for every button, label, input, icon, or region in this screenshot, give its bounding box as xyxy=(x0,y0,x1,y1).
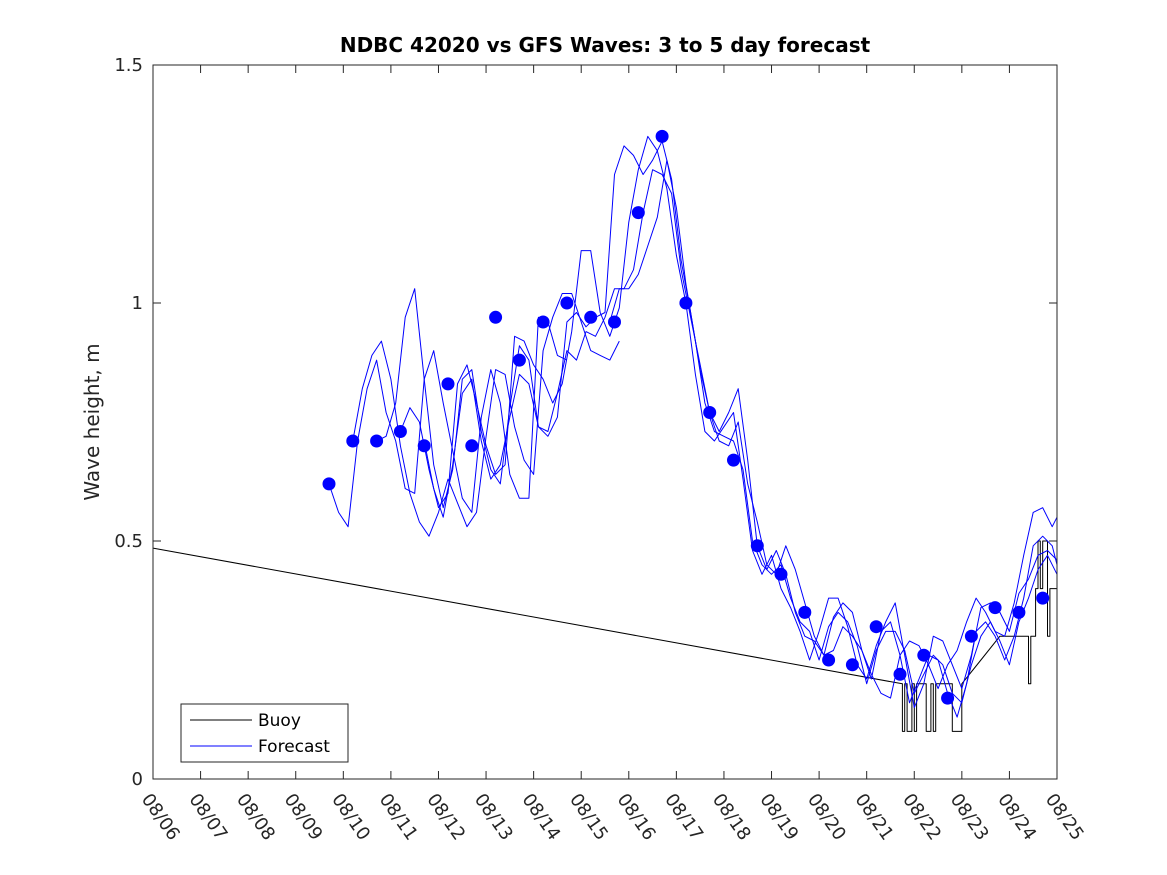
forecast-point xyxy=(346,434,360,448)
forecast-point xyxy=(893,667,907,681)
forecast-point xyxy=(988,601,1002,615)
plot-frame xyxy=(152,64,1058,780)
forecast-point xyxy=(322,477,336,491)
forecast-point xyxy=(370,434,384,448)
forecast-series-line xyxy=(423,169,1058,718)
marker-layer xyxy=(322,129,1050,705)
forecast-point xyxy=(869,620,883,634)
forecast-point xyxy=(1012,605,1026,619)
forecast-point xyxy=(774,567,788,581)
forecast-point xyxy=(489,310,503,324)
forecast-series-line xyxy=(376,140,1058,699)
forecast-series-line xyxy=(399,135,1058,709)
y-tick-label: 0 xyxy=(132,769,143,790)
forecast-point xyxy=(560,296,574,310)
forecast-point xyxy=(631,206,645,220)
forecast-series-line xyxy=(609,159,1058,704)
forecast-point xyxy=(536,315,550,329)
forecast-point xyxy=(845,658,859,672)
forecast-point xyxy=(1036,591,1050,605)
forecast-point xyxy=(917,648,931,662)
chart-title: NDBC 42020 vs GFS Waves: 3 to 5 day fore… xyxy=(340,33,871,57)
forecast-point xyxy=(798,605,812,619)
series-layer xyxy=(152,135,1058,732)
forecast-point xyxy=(465,439,479,453)
y-tick-label: 0.5 xyxy=(114,531,143,552)
forecast-point xyxy=(512,353,526,367)
forecast-point xyxy=(679,296,693,310)
forecast-point xyxy=(727,453,740,467)
forecast-series-line xyxy=(328,316,568,528)
forecast-point xyxy=(964,629,978,643)
y-axis-label: Wave height, m xyxy=(80,343,104,500)
legend: Buoy Forecast xyxy=(180,703,349,763)
forecast-point xyxy=(655,129,669,143)
y-tick-label: 1 xyxy=(132,293,143,314)
forecast-point xyxy=(750,539,764,553)
y-tick-label: 1.5 xyxy=(114,55,143,76)
forecast-point xyxy=(822,653,836,667)
forecast-point xyxy=(441,377,455,391)
forecast-point xyxy=(584,310,598,324)
buoy-series-line xyxy=(152,540,1057,732)
legend-forecast-label: Forecast xyxy=(258,737,330,757)
legend-buoy-label: Buoy xyxy=(258,711,301,731)
forecast-point xyxy=(703,406,717,419)
y-axis: 0 0.5 1 1.5 xyxy=(114,55,1057,790)
forecast-point xyxy=(941,691,955,705)
legend-box xyxy=(180,703,349,763)
forecast-point xyxy=(608,315,621,329)
forecast-point xyxy=(417,439,431,453)
forecast-point xyxy=(393,425,407,438)
